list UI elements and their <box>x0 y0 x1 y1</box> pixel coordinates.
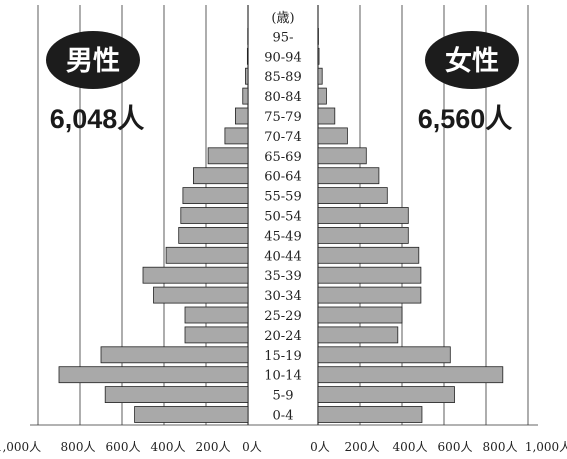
female-bar <box>317 167 380 185</box>
age-labels: 0-4 5-9 10-14 15-19 20-24 25-29 30-34 35-39 40-4… <box>264 30 301 423</box>
male-bar <box>224 127 249 145</box>
age-unit-label: (歳) <box>271 11 294 26</box>
male-series-name: 男性 <box>66 46 120 77</box>
age-group-label: 30-34 <box>264 289 301 304</box>
x-tick-label-right: 600人 <box>438 440 473 454</box>
male-bar <box>207 147 249 165</box>
age-group-label: 0-4 <box>273 409 294 424</box>
age-group-label: 65-69 <box>264 150 301 165</box>
age-group-label: 20-24 <box>264 329 301 344</box>
male-bar <box>134 406 249 423</box>
female-bar <box>317 306 403 324</box>
female-bar <box>317 47 320 65</box>
male-bar <box>100 346 249 364</box>
male-bar <box>184 326 249 344</box>
age-group-label: 10-14 <box>264 369 301 384</box>
x-tick-label-left: 600人 <box>106 440 141 454</box>
age-group-label: 85-89 <box>264 70 301 85</box>
female-bar <box>317 326 399 344</box>
female-bar <box>317 266 422 284</box>
x-tick-labels: 1,000人 800人 600人 400人 200人 0人 0人 200人 400人 600人 80… <box>0 440 567 454</box>
x-tick-label-right: 0人 <box>310 440 330 454</box>
x-tick-label-right: 200人 <box>345 440 380 454</box>
female-bar <box>317 187 388 205</box>
male-bar <box>245 67 249 85</box>
x-tick-label-right: 1,000人 <box>525 440 567 454</box>
female-bar <box>317 386 455 404</box>
female-bar <box>317 87 327 105</box>
x-tick-label-right: 800人 <box>483 440 518 454</box>
male-bar <box>182 187 249 205</box>
x-tick-label-left: 200人 <box>196 440 231 454</box>
female-bar <box>317 406 423 423</box>
female-bar <box>317 226 409 244</box>
age-group-label: 50-54 <box>264 210 301 225</box>
male-bar <box>180 207 249 224</box>
x-tick-label-left: 1,000人 <box>0 440 41 454</box>
female-bar <box>317 67 323 85</box>
age-group-label: 5-9 <box>273 389 294 404</box>
age-group-label: 95- <box>273 30 294 45</box>
male-bar <box>58 366 249 384</box>
age-group-label: 80-84 <box>264 90 301 105</box>
male-bar <box>153 286 249 304</box>
male-badge: 男性 <box>46 31 140 89</box>
x-tick-label-left: 0人 <box>242 440 262 454</box>
age-group-label: 90-94 <box>264 50 301 65</box>
male-bar <box>192 167 249 185</box>
x-tick-label-right: 400人 <box>393 440 428 454</box>
female-bar <box>317 346 451 364</box>
male-bar <box>246 47 249 65</box>
age-group-label: 15-19 <box>264 349 301 364</box>
female-bar <box>317 107 336 125</box>
male-bar <box>142 266 249 284</box>
female-bar <box>317 246 420 264</box>
bars <box>58 27 504 423</box>
age-group-label: 40-44 <box>264 249 301 264</box>
x-tick-label-left: 400人 <box>151 440 186 454</box>
male-bar <box>234 107 249 125</box>
female-bar <box>317 286 422 304</box>
female-bar <box>317 127 348 145</box>
male-bar <box>242 87 249 105</box>
female-bar <box>317 207 409 224</box>
male-bar <box>184 306 249 324</box>
age-group-label: 35-39 <box>264 269 301 284</box>
female-total: 6,560人 <box>418 104 513 134</box>
male-bar <box>104 386 249 404</box>
age-group-label: 55-59 <box>264 190 301 205</box>
x-tick-label-left: 800人 <box>61 440 96 454</box>
age-group-label: 70-74 <box>264 130 301 145</box>
age-group-label: 25-29 <box>264 309 301 324</box>
female-series-name: 女性 <box>445 45 499 77</box>
age-group-label: 75-79 <box>264 110 301 125</box>
age-group-label: 45-49 <box>264 229 301 244</box>
female-bar <box>317 147 367 165</box>
female-badge: 女性 <box>425 31 519 89</box>
age-group-label: 60-64 <box>264 170 301 185</box>
male-bar <box>178 226 249 244</box>
male-bar <box>165 246 249 264</box>
female-bar <box>317 366 504 384</box>
male-total: 6,048人 <box>50 104 145 134</box>
